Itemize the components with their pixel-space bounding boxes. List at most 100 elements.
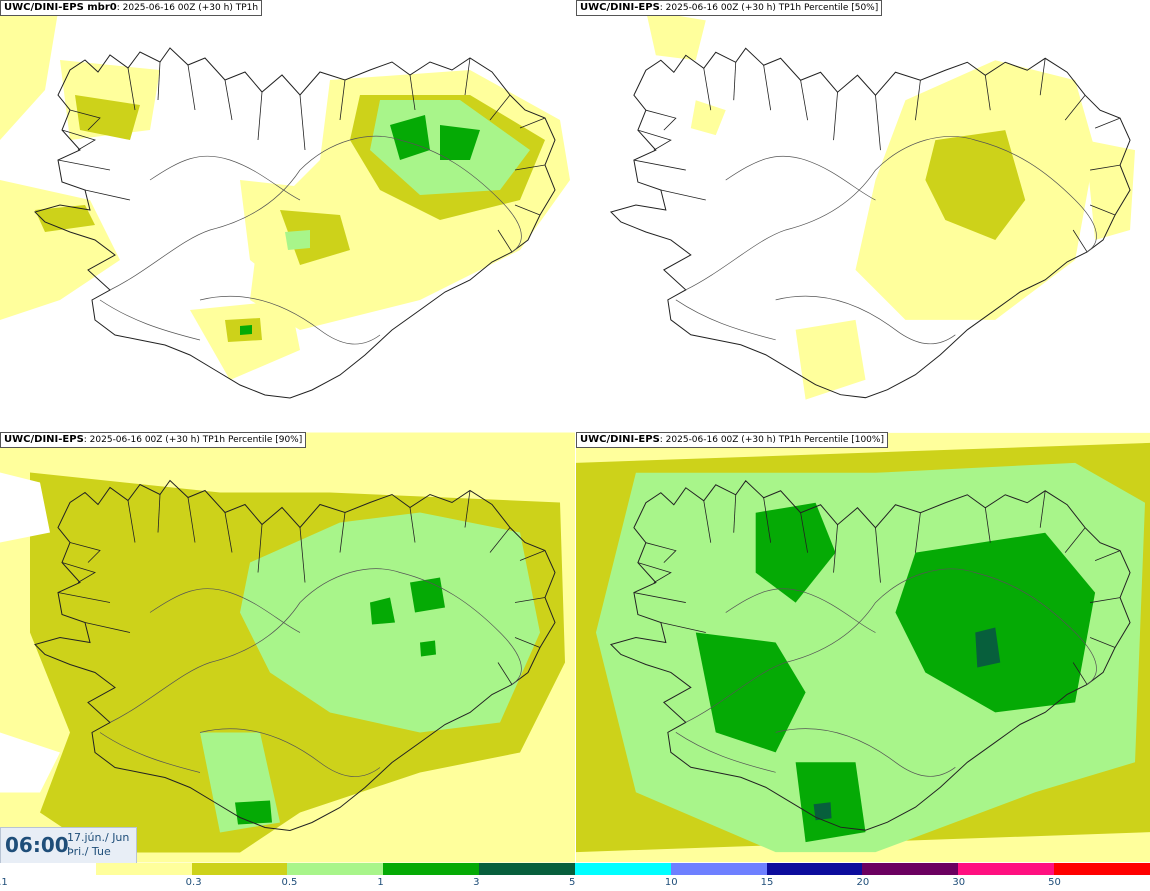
precip-contour xyxy=(35,205,95,232)
colorbar-segment xyxy=(95,863,192,875)
fjord-line xyxy=(733,494,737,533)
fjord-line xyxy=(257,524,263,573)
colorbar-segment xyxy=(287,863,384,875)
fjord-line xyxy=(1072,229,1088,253)
panel-title-p90: UWC/DINI-EPS: 2025-06-16 00Z (+30 h) TP1… xyxy=(0,432,307,448)
colorbar-segment xyxy=(383,863,480,875)
fjord-line xyxy=(660,189,706,201)
colorbar-tick-label: 10 xyxy=(664,877,678,888)
iceland-coastline xyxy=(34,47,556,399)
precip-contour xyxy=(285,230,310,250)
fjord-line xyxy=(875,527,881,583)
fjord-line xyxy=(703,68,712,111)
fjord-line xyxy=(464,490,471,528)
precip-contour xyxy=(75,95,140,140)
valid-time-box: 06:00 17.jún./ Jun Þri./ Tue xyxy=(0,827,137,864)
fjord-line xyxy=(514,204,541,216)
precip-contour xyxy=(370,597,395,625)
fjord-line xyxy=(519,550,546,561)
road-line xyxy=(149,155,301,201)
precip-contour xyxy=(690,100,726,136)
road-line xyxy=(99,299,201,341)
precip-contour xyxy=(0,180,120,320)
fjord-line xyxy=(339,512,346,553)
fjord-line xyxy=(464,57,471,96)
iceland-coastline xyxy=(34,479,556,832)
precip-field xyxy=(576,432,1150,863)
fjord-line xyxy=(833,524,838,573)
fjord-line xyxy=(915,80,921,121)
fjord-line xyxy=(157,494,161,533)
colorbar-tick-label: 0.1 xyxy=(0,877,8,888)
precip-map-p100 xyxy=(576,432,1150,863)
fjord-line xyxy=(84,189,131,201)
fjord-line xyxy=(514,637,541,648)
fjord-line xyxy=(1090,164,1121,171)
precip-field xyxy=(0,432,575,863)
fjord-line xyxy=(1089,204,1116,216)
fjord-line xyxy=(57,592,111,603)
colorbar-segment xyxy=(191,863,288,875)
fjord-line xyxy=(84,622,131,633)
fjord-line xyxy=(299,527,306,583)
map-panel-p90: UWC/DINI-EPS: 2025-06-16 00Z (+30 h) TP1… xyxy=(0,432,575,863)
fjord-line xyxy=(519,117,546,129)
precip-contour xyxy=(240,325,252,335)
precip-field xyxy=(0,0,570,380)
road-line xyxy=(99,732,201,773)
fjord-line xyxy=(127,500,136,543)
fjord-line xyxy=(875,95,881,151)
precip-contour xyxy=(0,472,50,543)
fjord-line xyxy=(637,129,672,151)
fjord-line xyxy=(645,542,677,563)
map-panel-mbr0: UWC/DINI-EPS mbr0: 2025-06-16 00Z (+30 h… xyxy=(0,0,575,430)
map-panel-p100: UWC/DINI-EPS: 2025-06-16 00Z (+30 h) TP1… xyxy=(576,432,1150,863)
precip-contour xyxy=(0,732,60,793)
colorbar-tick-label: 50 xyxy=(1048,877,1061,888)
road-line xyxy=(725,588,876,633)
fjord-line xyxy=(984,75,991,111)
road-line xyxy=(675,732,776,773)
precip-contour xyxy=(895,532,1096,713)
precip-contour xyxy=(975,627,1001,668)
precip-contour xyxy=(925,130,1026,240)
fjord-line xyxy=(763,497,772,543)
fjord-line xyxy=(61,562,96,583)
valid-date: 17.jún./ Jun Þri./ Tue xyxy=(67,831,129,859)
precip-contour xyxy=(410,577,445,613)
fjord-line xyxy=(157,61,161,101)
fjord-line xyxy=(763,65,772,111)
road-line xyxy=(775,728,956,777)
valid-hour: 06:00 xyxy=(5,833,69,857)
fjord-line xyxy=(69,542,101,563)
fjord-line xyxy=(489,527,511,553)
road-line xyxy=(775,295,956,345)
colorbar-segment xyxy=(574,863,671,875)
fjord-line xyxy=(497,662,513,685)
road-line xyxy=(199,728,381,777)
precip-contour xyxy=(390,115,430,160)
fjord-line xyxy=(703,500,712,543)
fjord-line xyxy=(1094,117,1121,129)
colorbar-segment xyxy=(958,863,1055,875)
fjord-line xyxy=(637,562,672,583)
colorbar-tick-label: 3 xyxy=(473,877,480,888)
precip-map-p90 xyxy=(0,432,575,863)
fjord-line xyxy=(257,91,263,141)
fjord-line xyxy=(1064,527,1086,553)
fjord-line xyxy=(660,622,706,633)
fjord-line xyxy=(57,159,111,171)
fjord-line xyxy=(187,64,196,111)
fjord-line xyxy=(127,67,136,111)
colorbar-segment xyxy=(766,863,863,875)
precip-contour xyxy=(420,640,436,657)
road-line xyxy=(199,295,381,345)
precip-contour xyxy=(1085,140,1136,240)
colorbar-segment xyxy=(670,863,767,875)
precip-contour xyxy=(280,210,350,265)
fjord-line xyxy=(339,79,346,121)
road-line xyxy=(685,568,1097,723)
fjord-line xyxy=(1089,637,1116,648)
fjord-line xyxy=(1039,490,1046,528)
iceland-coastline xyxy=(609,47,1131,399)
